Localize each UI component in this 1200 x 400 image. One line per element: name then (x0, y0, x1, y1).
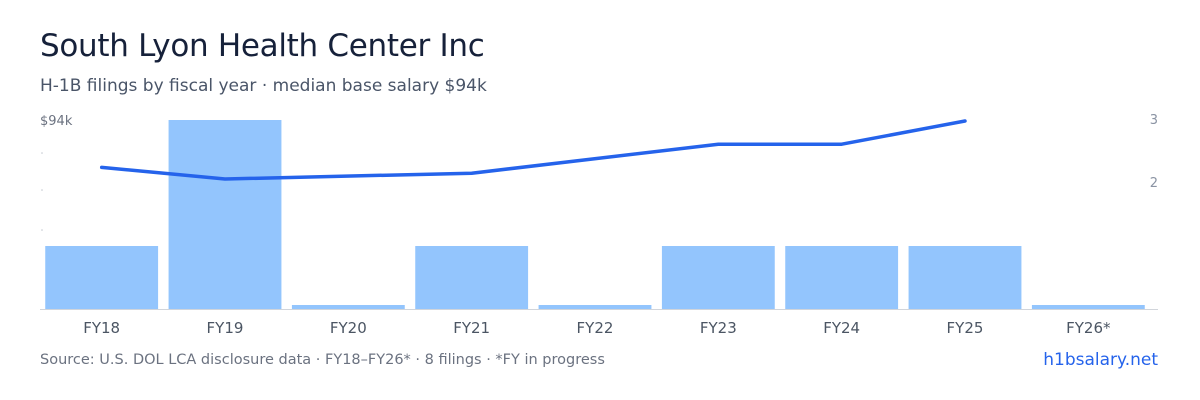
bar-fy20 (291, 305, 405, 309)
bar-fy26-partial (1031, 305, 1145, 309)
bar-fy22 (538, 305, 652, 309)
salary-line (99, 119, 967, 181)
x-tick-label: FY22 (577, 319, 614, 337)
bar-fy25 (908, 246, 1022, 309)
bar-fy23 (661, 246, 775, 309)
bar-fy24 (785, 246, 899, 309)
left-axis-tick-mark (41, 152, 43, 154)
x-tick-label: FY24 (823, 319, 860, 337)
chart-subtitle: H-1B filings by fiscal year · median bas… (40, 76, 487, 96)
x-tick-label: FY25 (947, 319, 984, 337)
x-tick-label: FY18 (83, 319, 120, 337)
x-tick-label: FY26* (1066, 319, 1111, 337)
right-axis-tick-label: 2 (1150, 176, 1158, 191)
left-axis-tick-mark (41, 229, 43, 231)
x-tick-label: FY20 (330, 319, 367, 337)
chart-title: South Lyon Health Center Inc (40, 28, 485, 64)
brand-link[interactable]: h1bsalary.net (1043, 350, 1158, 370)
x-tick-label: FY21 (453, 319, 490, 337)
x-tick-label: FY19 (207, 319, 244, 337)
bar-fy19 (168, 120, 282, 309)
bar-fy21 (415, 246, 529, 309)
source-note: Source: U.S. DOL LCA disclosure data · F… (40, 352, 605, 368)
x-tick-label: FY23 (700, 319, 737, 337)
left-axis-top-label: $94k (40, 114, 73, 129)
bar-fy18 (45, 246, 159, 309)
right-axis-tick-label: 3 (1150, 113, 1158, 128)
left-axis-tick-mark (41, 189, 43, 191)
